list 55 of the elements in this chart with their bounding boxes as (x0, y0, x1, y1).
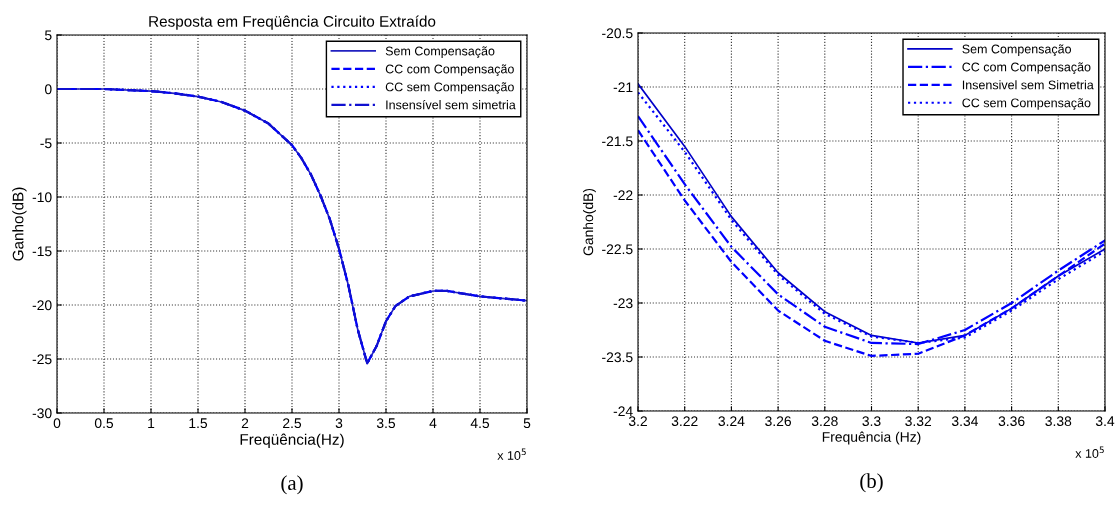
text: (b) (860, 473, 883, 493)
y-tick-label: -22 (613, 190, 633, 201)
y-tick-label: -25 (32, 354, 52, 365)
x-tick-label: 3.34 (951, 416, 979, 427)
y-tick-label: -22.5 (602, 244, 633, 255)
x-axis-title: Freqüência(Hz) (240, 433, 344, 448)
y-axis-title: Ganho(dB) (12, 187, 27, 261)
x-tick-label: 3.2 (628, 416, 647, 427)
y-tick-label: 0 (44, 84, 52, 95)
y-tick-label: -20.5 (602, 28, 633, 39)
y-tick-label: -24 (613, 406, 633, 417)
legend-label: Sem Compensação (385, 46, 495, 58)
chart-title: Resposta em Freqüência Circuito Extraído (149, 15, 436, 30)
text: x 10$^{5}$ (497, 448, 526, 460)
legend-label: Insensivel sem Simetria (962, 80, 1094, 90)
x-tick-label: 3.28 (811, 416, 838, 427)
x-tick-label: 3.24 (718, 416, 745, 427)
y-tick-label: -15 (32, 246, 52, 257)
x-tick-label: 3.36 (998, 416, 1025, 427)
x-tick-label: 4.5 (470, 418, 490, 429)
y-tick-label: -21 (613, 82, 633, 93)
y-tick-label: -5 (40, 138, 52, 149)
x-axis-title: Frequência (Hz) (822, 431, 921, 445)
x-tick-label: 5 (523, 418, 531, 429)
x-tick-label: 3.4 (1095, 416, 1115, 427)
text: (a) (281, 475, 303, 495)
y-tick-label: -23.5 (602, 352, 633, 363)
x-tick-label: 3.38 (1045, 416, 1072, 427)
y-tick-label: -20 (32, 300, 52, 311)
x-tick-label: 1.5 (189, 418, 208, 429)
legend-label: CC sem Compensação (385, 82, 514, 94)
y-tick-label: -23 (613, 298, 633, 309)
legend-label: CC com Compensação (385, 64, 514, 76)
x-tick-label: 3.3 (862, 416, 881, 427)
x-tick-label: 3.22 (671, 416, 698, 427)
x-tick-label: 3.5 (376, 418, 396, 429)
legend-label: CC sem Compensação (962, 98, 1091, 110)
y-tick-label: 5 (44, 30, 52, 41)
x-tick-label: 0 (53, 418, 61, 429)
y-tick-label: -21.5 (602, 136, 633, 147)
y-axis-title: Ganho(dB) (582, 188, 596, 256)
x-tick-label: 3 (335, 418, 343, 429)
x-tick-label: 3.32 (905, 416, 932, 427)
legend-label: Sem Compensação (962, 44, 1072, 56)
x-tick-label: 1 (148, 418, 155, 428)
x-tick-label: 0.5 (94, 418, 114, 429)
x-tick-label: 4 (429, 418, 437, 428)
legend-label: Insensível sem simetria (386, 99, 516, 110)
y-tick-label: -10 (32, 192, 52, 203)
x-tick-label: 2.5 (283, 418, 302, 429)
x-tick-label: 3.26 (765, 416, 792, 427)
text: x 10$^{5}$ (1075, 446, 1104, 458)
y-tick-label: -30 (32, 408, 52, 419)
legend-label: CC com Compensação (962, 62, 1091, 74)
x-tick-label: 2 (241, 418, 249, 428)
